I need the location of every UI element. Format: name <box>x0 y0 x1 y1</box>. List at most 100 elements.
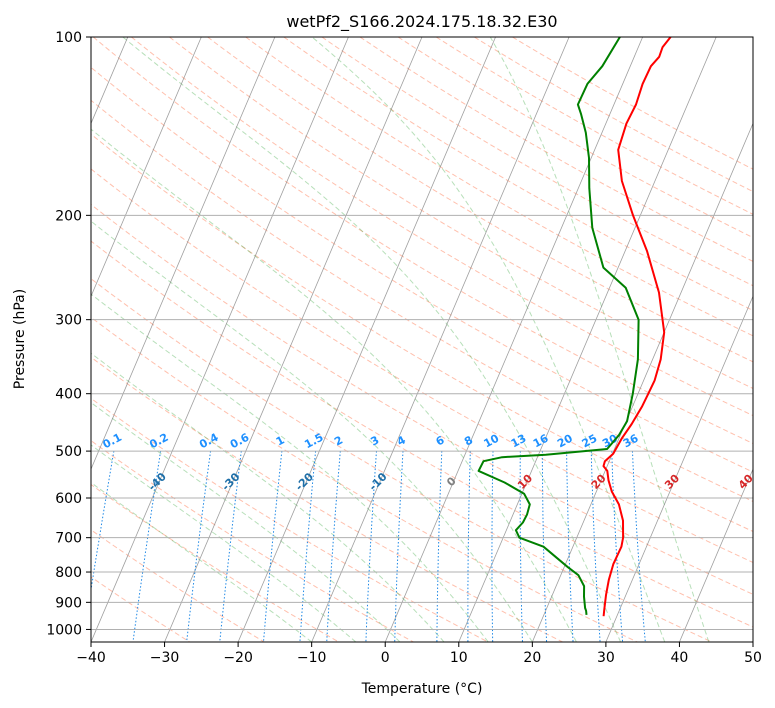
mixing-ratio-line <box>590 451 601 642</box>
dry-adiabat-line <box>92 37 753 445</box>
dry-adiabat-line <box>91 356 563 642</box>
x-tick-label: −10 <box>297 650 327 666</box>
y-tick-label: 800 <box>55 565 82 581</box>
x-axis: −40 −30 −20 −10 0 10 20 30 40 50 <box>76 642 762 666</box>
isotherm-line <box>311 37 570 642</box>
mixing-ratio-label: 4 <box>395 433 408 448</box>
mixing-ratio-line <box>263 451 283 642</box>
dewpoint-profile <box>477 37 640 615</box>
background-lines <box>91 37 753 642</box>
y-tick-label: 400 <box>55 387 82 403</box>
dry-adiabat-line <box>359 37 753 262</box>
mixing-ratio-line <box>436 451 443 642</box>
line-labels: 0.1 0.2 0.4 0.6 1 1.5 2 3 4 6 8 10 13 16 20 25 30 36-40 -3… <box>101 431 756 494</box>
moist-adiabat-line <box>91 481 313 642</box>
mixing-ratio-label: 0.6 <box>228 431 252 452</box>
dry-adiabat-line <box>397 37 753 239</box>
dry-adiabat-line <box>91 483 340 642</box>
y-axis-label: Pressure (hPa) <box>12 289 28 389</box>
isotherm-label: -10 <box>366 470 389 493</box>
dry-adiabat-line <box>474 37 753 193</box>
x-tick-label: −30 <box>150 650 180 666</box>
moist-adiabat-line <box>91 352 445 642</box>
dry-adiabat-line <box>321 37 753 287</box>
mixing-ratio-line <box>219 451 242 642</box>
isotherm-line <box>237 37 496 642</box>
mixing-ratio-line <box>91 451 115 593</box>
mixing-ratio-label: 0.1 <box>101 431 124 452</box>
isotherm-line <box>91 37 349 642</box>
dry-adiabat-line <box>512 37 753 170</box>
x-tick-label: 50 <box>744 650 762 666</box>
dry-adiabat-line <box>207 37 753 363</box>
moist-adiabat-line <box>91 220 533 642</box>
y-tick-label: 600 <box>55 491 82 507</box>
isotherm-line <box>164 37 423 642</box>
dry-adiabat-line <box>131 37 753 417</box>
profiles <box>477 37 672 617</box>
mixing-ratio-line <box>394 451 404 642</box>
mixing-ratio-line <box>467 451 471 642</box>
mixing-ratio-label: 1 <box>274 433 287 448</box>
x-tick-label: −40 <box>76 650 106 666</box>
x-tick-label: 40 <box>671 650 689 666</box>
dry-adiabat-line <box>91 576 190 642</box>
x-tick-label: 20 <box>523 650 541 666</box>
mixing-ratio-line <box>299 451 317 642</box>
isotherm-label: -20 <box>293 470 316 493</box>
isotherm-label: 10 <box>515 472 535 492</box>
dry-adiabat-line <box>91 529 265 642</box>
mixing-ratio-label: 13 <box>509 432 529 451</box>
mixing-ratio-label: 2 <box>332 433 345 448</box>
isotherm-line <box>752 640 753 642</box>
mixing-ratio-label: 25 <box>580 432 600 451</box>
x-tick-label: 30 <box>597 650 615 666</box>
mixing-ratio-label: 30 <box>600 432 620 451</box>
y-tick-label: 900 <box>55 595 82 611</box>
isotherm-line <box>531 122 753 642</box>
mixing-ratio-label: 1.5 <box>302 431 325 452</box>
moist-adiabat-line <box>91 401 401 642</box>
mixing-ratio-label: 10 <box>482 432 502 451</box>
moist-adiabat-line <box>91 128 577 642</box>
mixing-ratio-line <box>132 451 162 642</box>
dry-adiabat-line <box>435 37 753 215</box>
dry-adiabat-line <box>91 240 753 628</box>
y-tick-label: 1000 <box>46 622 82 638</box>
y-tick-label: 500 <box>55 444 82 460</box>
moist-adiabat-line <box>489 37 710 642</box>
moist-adiabat-line <box>91 444 357 642</box>
mixing-ratio-line <box>186 451 211 642</box>
dry-adiabat-line <box>91 66 753 473</box>
mixing-ratio-line <box>519 451 523 642</box>
dry-adiabat-line <box>91 316 638 642</box>
mixing-ratio-label: 3 <box>368 433 381 448</box>
mixing-ratio-line <box>566 451 574 642</box>
isotherm-line <box>91 37 276 471</box>
mixing-ratio-line <box>326 451 341 642</box>
plot-frame <box>90 36 754 643</box>
x-tick-label: 10 <box>450 650 468 666</box>
dry-adiabat-line <box>283 37 753 312</box>
isotherm-line <box>679 468 753 642</box>
isotherm-line <box>458 37 717 642</box>
y-tick-label: 700 <box>55 531 82 547</box>
chart-title: wetPf2_S166.2024.175.18.32.E30 <box>286 12 557 32</box>
dry-adiabat-line <box>91 440 414 642</box>
temperature-profile <box>602 37 672 617</box>
x-tick-label: −20 <box>223 650 253 666</box>
isotherm-label: 30 <box>662 472 682 492</box>
dry-adiabat-line <box>91 99 753 502</box>
dry-adiabat-line <box>169 37 753 390</box>
pressure-gridlines <box>91 36 753 630</box>
dry-adiabat-line <box>91 203 753 595</box>
moist-adiabat-line <box>91 293 489 642</box>
y-tick-label: 100 <box>55 30 82 46</box>
mixing-ratio-label: 36 <box>621 432 641 451</box>
mixing-ratio-label: 20 <box>555 432 575 451</box>
y-axis: 100 200 300 400 500 600 700 800 900 1000 <box>46 30 91 638</box>
dry-adiabat-line <box>91 168 753 563</box>
y-tick-label: 300 <box>55 313 82 329</box>
dry-adiabat-line <box>91 133 753 533</box>
